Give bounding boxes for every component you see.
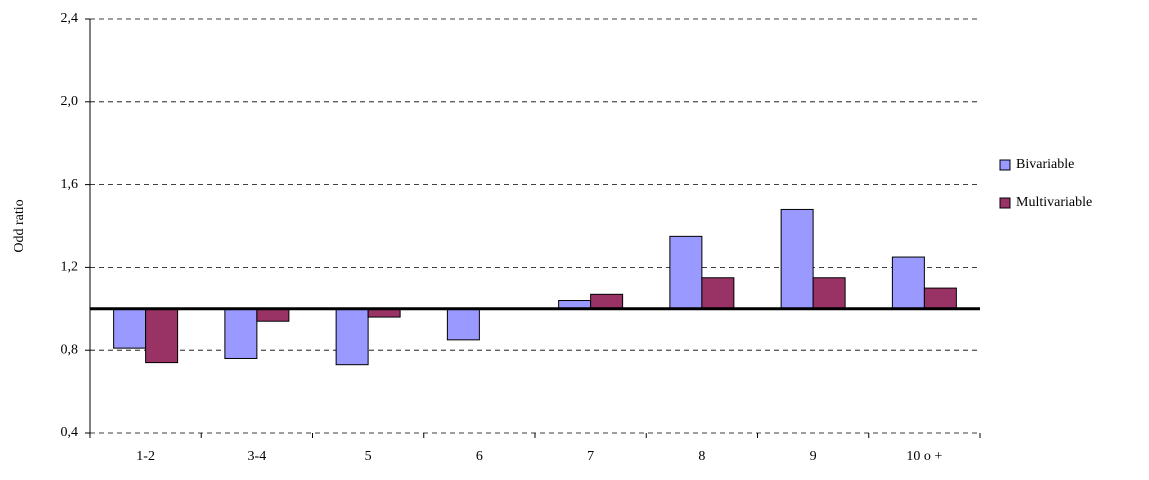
- legend-label: Bivariable: [1016, 157, 1074, 172]
- y-tick-label: 1,6: [61, 177, 79, 192]
- bar: [812, 277, 846, 310]
- bar: [891, 256, 925, 310]
- bar: [113, 308, 147, 349]
- y-tick-label: 1,2: [61, 260, 79, 275]
- y-tick-label: 2,4: [61, 11, 79, 26]
- bar: [256, 308, 290, 322]
- legend-swatch: [999, 159, 1011, 171]
- x-tick-label: 9: [810, 449, 817, 464]
- y-axis-label: Odd ratio: [12, 199, 27, 252]
- bar: [590, 293, 624, 310]
- x-tick-label: 10 o +: [906, 449, 942, 464]
- x-tick-label: 5: [365, 449, 372, 464]
- bar: [335, 308, 369, 366]
- bar: [145, 308, 179, 364]
- legend-label: Multivariable: [1016, 195, 1092, 210]
- bar: [224, 308, 258, 359]
- legend-swatch: [999, 197, 1011, 209]
- bar: [923, 287, 957, 310]
- y-tick-label: 0,8: [61, 342, 79, 357]
- bar: [669, 235, 703, 310]
- bar: [701, 277, 735, 310]
- x-tick-label: 7: [587, 449, 594, 464]
- y-tick-label: 0,4: [61, 425, 79, 440]
- y-tick-label: 2,0: [61, 94, 79, 109]
- bar: [780, 208, 814, 310]
- x-tick-label: 3-4: [248, 449, 267, 464]
- x-tick-label: 8: [698, 449, 705, 464]
- x-tick-label: 6: [476, 449, 483, 464]
- x-tick-label: 1-2: [136, 449, 155, 464]
- bar: [446, 308, 480, 341]
